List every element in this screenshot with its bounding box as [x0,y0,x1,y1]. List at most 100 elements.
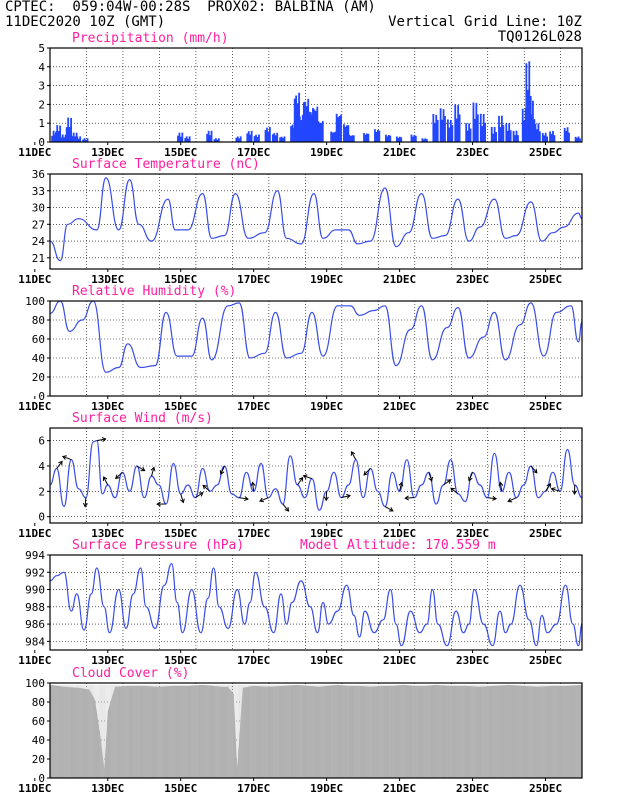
x-tick-label: 17DEC [237,146,270,159]
precip-bar [215,138,217,142]
x-tick-label: 19DEC [310,273,343,286]
precip-bar [304,101,307,142]
wind-arrow [507,497,517,502]
precip-bar [247,131,250,142]
precip-bar [509,130,512,142]
wind-arrowhead [507,497,513,503]
x-tick-label: 11DEC [18,400,51,413]
x-tick-label: 25DEC [529,273,562,286]
precip-bar [210,130,213,142]
precip-bar [565,130,568,142]
wind-arrowhead [150,466,156,472]
precip-bar [508,123,511,142]
wind-arrow [195,492,204,499]
wind-arrow [297,477,304,486]
wind-arrow [384,506,394,512]
panel-frame [49,427,583,524]
header-line1: CPTEC: 059:04W-00:28S PROX02: BALBINA (A… [5,0,376,15]
precip-bar [536,129,538,142]
x-tick-label: 25DEC [529,527,562,540]
panel-2 [34,300,583,399]
x-tick-label: 13DEC [91,782,124,795]
precip-bar [474,118,476,142]
precip-bar [255,134,257,142]
x-tick-label: 11DEC [18,146,51,159]
x-tick-label: 11DEC [18,654,51,667]
precip-bar [67,117,70,142]
x-tick-label: 17DEC [237,527,270,540]
x-tick-label: 15DEC [164,654,197,667]
wind-arrow [468,472,474,481]
wind-arrowhead [244,496,249,502]
wind-arrow [545,483,551,492]
precip-bar [502,125,505,142]
precip-bar [501,115,503,142]
panel-frame [49,554,583,651]
x-tick-label: 13DEC [91,400,124,413]
precip-bar [479,113,482,142]
precip-bar [387,135,390,142]
precip-bar [424,138,427,142]
wind-arrow [399,482,403,492]
wind-arrow [351,451,357,460]
wind-arrowhead [492,495,498,501]
precip-bar [505,123,508,142]
precip-bar [280,136,283,142]
precip-bar [533,119,536,142]
y-tick-label: 992 [25,566,45,579]
precip-bar [395,136,398,142]
precip-bar [433,122,436,142]
x-tick-label: 15DEC [164,273,197,286]
precip-bar [432,113,435,142]
precip-bar [574,136,577,142]
y-tick-label: 20 [32,371,45,384]
x-tick-label: 25DEC [529,654,562,667]
precip-bar [236,136,239,142]
wind-arrow [450,487,459,495]
precip-bar [239,136,242,142]
x-tick-label: 13DEC [91,146,124,159]
precip-bar [482,113,485,142]
y-tick-label: 0 [38,772,45,785]
precip-bar [71,136,74,142]
wind-arrow [84,497,87,507]
y-tick-label: 986 [25,618,45,631]
precip-bar [378,130,381,142]
precip-bar [465,123,468,142]
wind-arrowhead [156,501,161,507]
precip-bar [544,132,547,142]
precip-bar [276,132,279,142]
precip-bar [343,124,345,142]
y-tick-label: 100 [25,677,45,690]
precip-bar [484,122,487,142]
series-line [49,440,583,511]
precip-bar [439,108,442,142]
x-tick-label: 23DEC [456,273,489,286]
x-tick-label: 17DEC [237,782,270,795]
precip-bar [300,120,303,142]
wind-arrowhead [259,497,265,503]
precip-bar [495,132,497,142]
x-tick-label: 17DEC [237,273,270,286]
precip-bar [454,104,457,142]
panel-5 [34,682,583,781]
precip-bar [376,129,379,142]
y-tick-label: 6 [38,435,45,448]
series-line [49,300,583,373]
precip-bar [537,123,540,142]
precip-bar [184,138,187,142]
wind-arrowhead [101,437,107,442]
precip-bar [490,127,493,142]
precip-bar [363,132,365,142]
panel-title: Surface Pressure (hPa) [72,538,244,553]
wind-arrowhead [250,481,256,487]
x-tick-label: 19DEC [310,654,343,667]
precip-bar [576,137,578,142]
y-tick-label: 20 [32,753,45,766]
y-tick-label: 27 [32,218,45,231]
panel-0 [34,47,583,145]
y-tick-label: 30 [32,202,45,215]
wind-arrowhead [546,482,551,488]
x-tick-label: 23DEC [456,654,489,667]
precip-bar [398,136,401,142]
